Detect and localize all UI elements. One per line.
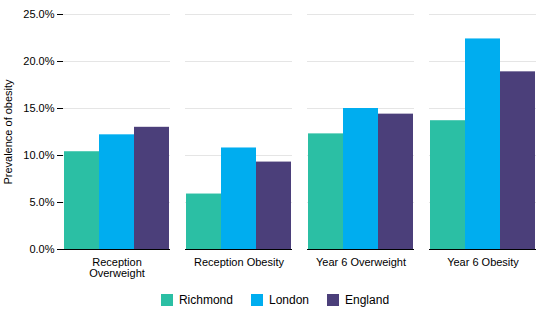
svg-text:0.0%: 0.0% (29, 243, 54, 255)
svg-text:Year 6 Obesity: Year 6 Obesity (447, 256, 519, 268)
svg-text:20.0%: 20.0% (23, 55, 54, 67)
svg-text:ReceptionOverweight: ReceptionOverweight (89, 256, 145, 279)
svg-text:Year 6 Overweight: Year 6 Overweight (316, 256, 406, 268)
svg-text:Prevalence of obesity: Prevalence of obesity (2, 79, 14, 185)
html-text:Richmond: Richmond (178, 293, 233, 307)
svg-text:5.0%: 5.0% (29, 196, 54, 208)
svg-text:Reception Obesity: Reception Obesity (194, 256, 284, 268)
html-text:London: London (269, 293, 309, 307)
svg-text:15.0%: 15.0% (23, 102, 54, 114)
svg-text:25.0%: 25.0% (23, 8, 54, 20)
svg-text:10.0%: 10.0% (23, 149, 54, 161)
html-text:England: England (345, 293, 390, 307)
